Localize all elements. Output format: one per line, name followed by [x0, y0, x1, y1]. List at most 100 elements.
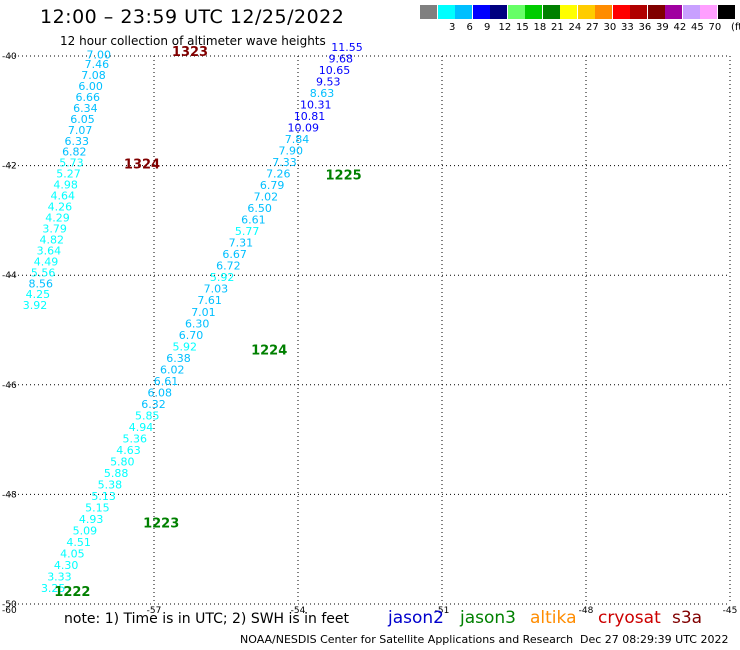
color-scale-swatch — [525, 5, 542, 19]
wave-height-value: 3.25 — [41, 582, 66, 595]
color-scale-swatch — [630, 5, 647, 19]
wave-height-value: 4.94 — [129, 421, 154, 434]
y-tick-label: -50 — [2, 600, 17, 610]
color-scale-swatch — [437, 5, 455, 19]
wave-height-value: 10.65 — [319, 64, 351, 77]
satellite-legend-altika: altika — [530, 608, 577, 628]
wave-height-value: 5.80 — [110, 455, 135, 468]
wave-height-value: 4.25 — [26, 288, 51, 301]
color-scale-label: 45 — [691, 22, 704, 33]
wave-height-value: 8.63 — [310, 87, 335, 100]
wave-height-value: 6.61 — [154, 375, 179, 388]
y-tick-label: -42 — [2, 162, 17, 172]
color-scale-label: 36 — [638, 22, 652, 33]
footer-timestamp: Dec 27 08:29:39 UTC 2022 — [580, 633, 729, 646]
color-scale-swatch — [490, 5, 507, 19]
y-tick-label: -44 — [2, 271, 17, 281]
wave-height-value: 9.53 — [316, 76, 341, 89]
wave-height-value: 8.56 — [28, 277, 53, 290]
wave-height-value: 5.92 — [210, 271, 235, 284]
wave-height-value: 10.09 — [288, 122, 320, 135]
x-tick-label: -48 — [579, 606, 594, 616]
color-scale-unit: (ft) — [731, 22, 740, 33]
color-scale-swatch — [455, 5, 472, 19]
wave-height-value: 7.07 — [68, 124, 93, 137]
wave-height-value: 6.38 — [166, 352, 191, 365]
wave-height-value: 6.00 — [78, 80, 103, 93]
wave-height-value: 10.81 — [294, 110, 326, 123]
wave-height-value: 6.08 — [148, 386, 173, 399]
wave-height-value: 9.68 — [328, 53, 353, 66]
wave-height-value: 4.30 — [54, 559, 79, 572]
wave-height-value: 4.63 — [116, 444, 141, 457]
x-tick-label: -45 — [723, 606, 738, 616]
wave-height-value: 7.31 — [229, 237, 254, 250]
y-tick-label: -48 — [2, 490, 17, 500]
wave-height-value: 5.92 — [172, 340, 197, 353]
wave-height-value: 4.29 — [45, 211, 70, 224]
pass-time-label: 1324 — [124, 157, 160, 172]
color-scale-label: 24 — [568, 22, 582, 33]
color-scale-label: 27 — [586, 22, 599, 33]
color-scale-label: 12 — [498, 22, 512, 33]
wave-height-value: 6.32 — [141, 398, 166, 411]
color-scale-label: 30 — [603, 22, 617, 33]
wave-height-value: 5.27 — [56, 168, 81, 181]
wave-height-value: 6.70 — [179, 329, 204, 342]
wave-height-value: 4.82 — [40, 233, 65, 246]
wave-height-value: 5.15 — [85, 501, 110, 514]
wave-height-value: 6.34 — [73, 102, 98, 115]
wave-height-value: 5.56 — [31, 266, 56, 279]
wave-height-value: 6.50 — [247, 202, 272, 215]
wave-height-value: 7.84 — [285, 133, 310, 146]
wave-height-value: 4.05 — [60, 547, 85, 560]
color-scale-swatch — [595, 5, 612, 19]
chart-subtitle: 12 hour collection of altimeter wave hei… — [60, 34, 326, 48]
y-tick-label: -46 — [2, 381, 17, 391]
wave-height-value: 11.55 — [331, 41, 363, 54]
wave-height-value: 3.64 — [37, 244, 62, 257]
y-tick-label: -40 — [2, 52, 17, 62]
color-scale-label: 18 — [533, 22, 547, 33]
x-tick-label: -54 — [291, 606, 306, 616]
wave-height-value: 5.38 — [98, 478, 123, 491]
color-scale-label: 15 — [516, 22, 529, 33]
wave-height-value: 5.85 — [135, 409, 160, 422]
wave-height-value: 7.33 — [272, 156, 297, 169]
color-scale-swatch — [700, 5, 717, 19]
corner-tick-label: -60 — [2, 606, 17, 616]
wave-height-value: 6.33 — [64, 135, 89, 148]
color-scale-swatch — [472, 5, 490, 19]
wave-height-value: 6.72 — [216, 260, 241, 273]
pass-time-label: 1222 — [54, 585, 90, 600]
chart-title: 12:00 – 23:59 UTC 12/25/2022 — [40, 6, 345, 28]
pass-time-label: 1224 — [251, 344, 287, 359]
wave-height-value: 5.73 — [59, 157, 84, 170]
pass-time-label: 1225 — [326, 168, 362, 183]
wave-height-value: 10.31 — [300, 99, 332, 112]
color-scale-swatch — [665, 5, 682, 19]
wave-height-value: 6.61 — [241, 214, 266, 227]
color-scale-label: 3 — [449, 22, 456, 33]
wave-height-value: 7.46 — [85, 58, 110, 71]
color-scale-swatch — [507, 5, 525, 19]
color-scale-swatch — [542, 5, 560, 19]
color-scale-swatch — [682, 5, 700, 19]
wave-height-value: 7.01 — [191, 306, 216, 319]
color-scale-label: 6 — [466, 22, 473, 33]
wave-height-value: 5.88 — [104, 467, 129, 480]
color-scale-swatch — [577, 5, 595, 19]
wave-height-value: 4.49 — [34, 255, 59, 268]
pass-time-label: 1323 — [172, 45, 208, 60]
satellite-legend-cryosat: cryosat — [598, 608, 661, 628]
wave-height-value: 4.64 — [51, 190, 76, 203]
footer-credit: NOAA/NESDIS Center for Satellite Applica… — [240, 633, 574, 646]
color-scale-swatch — [560, 5, 577, 19]
color-scale-label: 21 — [551, 22, 564, 33]
wave-height-value: 6.82 — [62, 146, 87, 159]
wave-height-value: 3.33 — [47, 570, 72, 583]
wave-height-value: 4.93 — [79, 513, 104, 526]
wave-height-value: 7.03 — [204, 283, 229, 296]
